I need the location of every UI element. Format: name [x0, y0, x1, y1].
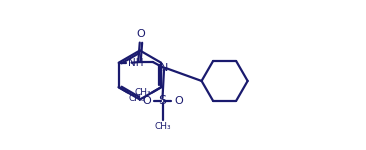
- Text: NH: NH: [128, 58, 144, 68]
- Text: N: N: [160, 63, 168, 73]
- Text: CH₃: CH₃: [154, 122, 171, 131]
- Text: O: O: [142, 96, 151, 106]
- Text: CH₃: CH₃: [135, 88, 152, 97]
- Text: S: S: [158, 94, 167, 107]
- Text: O: O: [174, 96, 183, 106]
- Text: CH₃: CH₃: [128, 94, 145, 103]
- Text: O: O: [137, 29, 145, 39]
